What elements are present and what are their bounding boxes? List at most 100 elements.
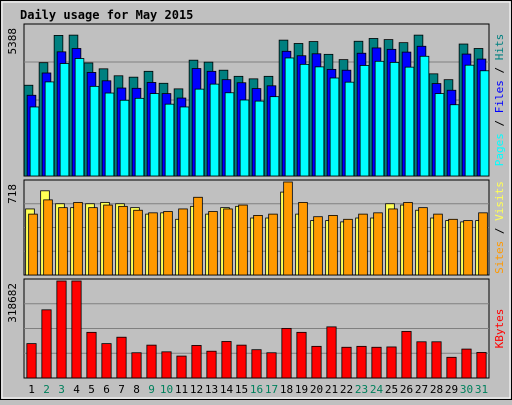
x-tick-label: 7 bbox=[118, 383, 125, 396]
x-tick-label: 5 bbox=[88, 383, 95, 396]
x-tick-label: 12 bbox=[190, 383, 203, 396]
frame-bevel bbox=[1, 1, 511, 399]
x-tick-label: 28 bbox=[430, 383, 443, 396]
bar-kbytes bbox=[221, 341, 232, 379]
bar-sites bbox=[88, 207, 98, 276]
x-tick-label: 13 bbox=[205, 383, 218, 396]
bar-sites bbox=[58, 207, 68, 276]
bar-pages bbox=[374, 60, 385, 177]
bar-pages bbox=[194, 88, 205, 177]
bar-kbytes bbox=[266, 352, 277, 379]
bar-pages bbox=[299, 63, 310, 177]
bar-pages bbox=[239, 99, 250, 177]
bar-pages bbox=[449, 104, 460, 177]
bar-kbytes bbox=[371, 346, 382, 379]
bar-sites bbox=[103, 204, 113, 276]
bar-kbytes bbox=[386, 346, 397, 379]
bar-pages bbox=[149, 93, 160, 177]
bar-pages bbox=[479, 70, 490, 177]
chart-panels: 5388 Pages / Files / Hits 718 Sites / Visit… bbox=[6, 23, 506, 379]
bar-pages bbox=[434, 93, 445, 177]
x-tick-label: 11 bbox=[175, 383, 188, 396]
bar-kbytes bbox=[146, 344, 157, 379]
x-tick-label: 4 bbox=[73, 383, 80, 396]
bar-sites bbox=[448, 218, 458, 276]
x-tick-label: 23 bbox=[355, 383, 368, 396]
bar-kbytes bbox=[41, 309, 52, 379]
x-tick-label: 27 bbox=[415, 383, 428, 396]
bar-sites bbox=[193, 196, 203, 276]
y-axis-max-label: 5388 bbox=[6, 28, 19, 55]
bar-kbytes bbox=[461, 348, 472, 379]
bar-pages bbox=[284, 57, 295, 177]
bar-pages bbox=[119, 99, 130, 177]
x-tick-label: 25 bbox=[385, 383, 398, 396]
bar-sites bbox=[118, 205, 128, 276]
x-tick-label: 3 bbox=[58, 383, 65, 396]
bar-sites bbox=[223, 208, 233, 276]
y-axis-max-label: 718 bbox=[6, 184, 19, 204]
x-tick-label: 8 bbox=[133, 383, 140, 396]
bar-kbytes bbox=[476, 352, 487, 379]
bar-sites bbox=[313, 216, 323, 276]
bar-sites bbox=[373, 212, 383, 276]
bar-kbytes bbox=[236, 344, 247, 379]
bar-kbytes bbox=[401, 331, 412, 379]
bar-sites bbox=[298, 202, 308, 276]
bar-kbytes bbox=[26, 343, 37, 379]
bar-sites bbox=[388, 208, 398, 276]
x-tick-label: 17 bbox=[265, 383, 278, 396]
bar-pages bbox=[179, 106, 190, 177]
series-legend-item: Pages bbox=[493, 133, 506, 166]
series-legend-item: Visits bbox=[493, 181, 506, 221]
bar-kbytes bbox=[191, 345, 202, 379]
bar-kbytes bbox=[176, 355, 187, 379]
series-legend-item: / bbox=[493, 60, 506, 80]
x-tick-label: 14 bbox=[220, 383, 234, 396]
x-tick-label: 18 bbox=[280, 383, 293, 396]
bar-pages bbox=[59, 63, 70, 177]
bar-pages bbox=[209, 83, 220, 177]
chart-title: Daily usage for May 2015 bbox=[20, 8, 193, 22]
bar-sites bbox=[148, 212, 158, 276]
bar-pages bbox=[29, 106, 40, 177]
series-legend: KBytes bbox=[493, 309, 506, 349]
bar-sites bbox=[418, 207, 428, 276]
bar-sites bbox=[178, 208, 188, 276]
bar-kbytes bbox=[326, 326, 337, 379]
bar-kbytes bbox=[281, 327, 292, 379]
x-tick-label: 21 bbox=[325, 383, 338, 396]
series-legend-item: Hits bbox=[493, 34, 506, 61]
bar-sites bbox=[238, 204, 248, 276]
series-legend-item: / bbox=[493, 221, 506, 241]
bar-kbytes bbox=[101, 343, 112, 379]
bar-pages bbox=[89, 85, 100, 177]
bar-sites bbox=[253, 215, 263, 276]
bar-pages bbox=[104, 92, 115, 177]
bar-kbytes bbox=[341, 346, 352, 379]
bar-sites bbox=[358, 213, 368, 276]
x-tick-label: 15 bbox=[235, 383, 248, 396]
x-tick-label: 20 bbox=[310, 383, 323, 396]
bar-sites bbox=[343, 218, 353, 276]
bar-pages bbox=[269, 96, 280, 177]
x-tick-label: 29 bbox=[445, 383, 458, 396]
series-legend-item: KBytes bbox=[493, 309, 506, 349]
bar-sites bbox=[433, 213, 443, 276]
bar-pages bbox=[419, 55, 430, 177]
x-axis-labels: 1 2 3 4 5 6 7 8 9 10 11 12 13 14 15 16 17 18 19 20 21 22 23 24 2… bbox=[28, 383, 488, 396]
x-tick-label: 2 bbox=[43, 383, 50, 396]
bar-sites bbox=[133, 209, 143, 276]
series-legend-item: / bbox=[493, 113, 506, 133]
bar-kbytes bbox=[446, 356, 457, 379]
series-legend: Sites / Visits bbox=[493, 181, 506, 274]
bar-sites bbox=[268, 213, 278, 276]
bar-sites bbox=[43, 199, 53, 276]
bar-kbytes bbox=[416, 341, 427, 379]
x-tick-label: 26 bbox=[400, 383, 413, 396]
panel-sites-visits: 718 Sites / Visits bbox=[6, 179, 506, 276]
bar-pages bbox=[464, 64, 475, 177]
x-tick-label: 22 bbox=[340, 383, 353, 396]
bar-sites bbox=[283, 181, 293, 276]
